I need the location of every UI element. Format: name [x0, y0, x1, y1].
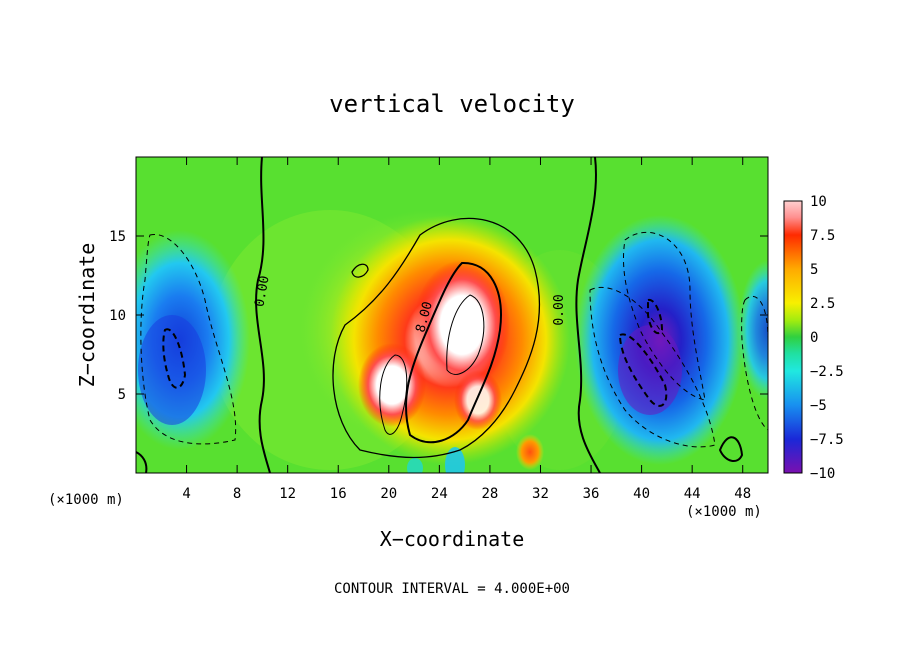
contour-line — [404, 261, 502, 444]
downdraft-region — [738, 260, 768, 400]
colorbar-tick-label: −5 — [810, 398, 827, 414]
downdraft-region — [445, 447, 465, 473]
contour-line — [255, 157, 271, 473]
x-tick-label: 36 — [583, 486, 600, 502]
contour-line — [622, 231, 706, 401]
x-unit-label-left: (×1000 m) — [48, 492, 124, 508]
contour-line — [741, 295, 768, 431]
contour-line — [136, 451, 148, 473]
contour-line — [140, 233, 237, 445]
downdraft-region — [618, 325, 682, 415]
contour-label: 0.00 — [552, 294, 567, 325]
colorbar-ticks: 10 7.5 5 2.5 0 −2.5 −5 −7.5 −10 — [810, 194, 844, 482]
colorbar-tick-label: 2.5 — [810, 296, 835, 312]
updraft-core — [454, 370, 502, 430]
heatmap-field — [136, 157, 768, 473]
updraft-core — [414, 260, 510, 390]
colorbar-tick-label: 0 — [810, 330, 818, 346]
contour-line — [575, 157, 601, 473]
colorbar-tick-label: 5 — [810, 262, 818, 278]
x-axis: 4 8 12 16 20 24 28 32 36 40 44 48 — [182, 157, 751, 502]
x-tick-label: 8 — [233, 486, 241, 502]
x-axis-title: X−coordinate — [380, 527, 525, 551]
downdraft-region — [138, 315, 206, 425]
x-tick-label: 16 — [330, 486, 347, 502]
contour-line — [446, 294, 485, 375]
contour-line — [618, 333, 668, 407]
x-tick-label: 32 — [532, 486, 549, 502]
y-tick-label: 5 — [118, 387, 126, 403]
x-tick-label: 4 — [182, 486, 190, 502]
contour-line — [589, 286, 716, 448]
contour-line — [351, 263, 369, 278]
contour-line — [647, 298, 664, 335]
x-tick-label: 48 — [734, 486, 751, 502]
contour-line — [718, 436, 744, 462]
y-axis-title: Z−coordinate — [75, 243, 99, 388]
colorbar-frame — [783, 200, 803, 474]
colorbar-tick-label: −10 — [810, 466, 835, 482]
x-tick-label: 44 — [684, 486, 701, 502]
y-axis: 5 10 15 — [109, 229, 768, 403]
y-tick-label: 10 — [109, 308, 126, 324]
updraft-region — [516, 434, 544, 470]
x-tick-label: 20 — [380, 486, 397, 502]
chart-title: vertical velocity — [329, 90, 575, 118]
contour-interval-note: CONTOUR INTERVAL = 4.000E+00 — [334, 581, 570, 597]
contour-line — [332, 217, 541, 459]
updraft-core — [358, 343, 426, 427]
colorbar-tick-label: 10 — [810, 194, 827, 210]
colorbar-tick-label: −2.5 — [810, 364, 844, 380]
downdraft-region — [407, 458, 423, 473]
x-tick-label: 12 — [279, 486, 296, 502]
colorbar-tick-label: −7.5 — [810, 432, 844, 448]
contour-line — [162, 328, 187, 389]
contour-line — [379, 354, 408, 435]
x-tick-label: 24 — [431, 486, 448, 502]
x-tick-label: 28 — [481, 486, 498, 502]
colorbar — [784, 201, 802, 473]
y-tick-label: 15 — [109, 229, 126, 245]
x-unit-label-right: (×1000 m) — [686, 504, 762, 520]
x-tick-label: 40 — [633, 486, 650, 502]
contour-label: 0.00 — [252, 275, 272, 308]
colorbar-tick-label: 7.5 — [810, 228, 835, 244]
